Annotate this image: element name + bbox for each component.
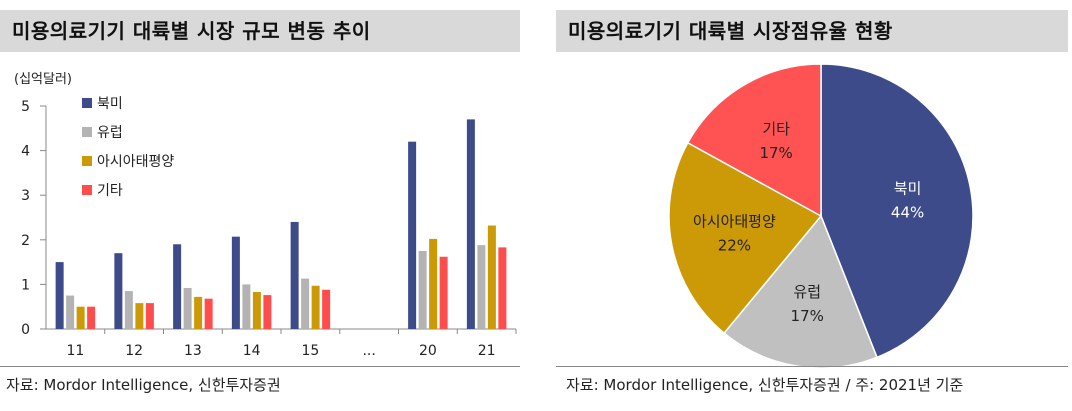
bar-chart-source: 자료: Mordor Intelligence, 신한투자증권 — [6, 376, 281, 394]
pie-value-label: 17% — [759, 144, 792, 162]
y-tick-label: 5 — [21, 99, 30, 115]
bar-아시아태평양-11 — [76, 306, 85, 329]
bar-아시아태평양-20 — [429, 238, 438, 329]
bar-아시아태평양-13 — [194, 296, 203, 329]
bar-북미-20 — [408, 141, 417, 329]
legend-label: 유럽 — [97, 125, 123, 141]
x-tick-label: 14 — [243, 343, 261, 359]
x-tick-label: 11 — [66, 343, 84, 359]
y-tick-label: 2 — [21, 233, 30, 249]
x-tick-label: 12 — [125, 343, 143, 359]
bar-기타-15 — [322, 289, 331, 329]
bar-유럽-14 — [242, 284, 251, 329]
pie-value-label: 17% — [791, 307, 824, 325]
pie-label: 북미 — [894, 179, 922, 197]
bar-유럽-20 — [418, 250, 427, 329]
bar-기타-11 — [87, 306, 96, 329]
bar-북미-13 — [173, 244, 182, 329]
pie-slice-북미 — [820, 63, 974, 359]
bar-유럽-11 — [66, 295, 75, 329]
bar-아시아태평양-12 — [135, 303, 144, 329]
bar-기타-14 — [263, 295, 272, 329]
bar-아시아태평양-14 — [252, 291, 261, 329]
x-tick-label: ... — [362, 343, 375, 359]
bar-유럽-13 — [183, 287, 192, 329]
pie-label: 유럽 — [793, 283, 821, 301]
bar-기타-21 — [498, 247, 507, 329]
bar-기타-13 — [204, 298, 213, 329]
pie-chart-title: 미용의료기기 대륙별 시장점유율 현황 — [556, 10, 1068, 52]
legend-label: 북미 — [97, 96, 123, 112]
y-tick-label: 4 — [21, 144, 30, 160]
bar-유럽-15 — [301, 278, 310, 329]
y-tick-label: 3 — [21, 188, 30, 204]
x-tick-label: 21 — [478, 343, 496, 359]
pie-chart-panel: 미용의료기기 대륙별 시장점유율 현황 북미 44% 유럽 17% 아시아태평양 22% 기… — [556, 0, 1072, 411]
legend-label: 기타 — [97, 183, 123, 199]
x-tick-label: 20 — [419, 343, 437, 359]
bar-기타-20 — [439, 256, 448, 329]
bar-유럽-21 — [477, 245, 486, 329]
bar-chart-unit-label: (십억달러) — [14, 72, 72, 87]
bar-아시아태평양-21 — [487, 225, 496, 329]
pie-value-label: 44% — [891, 203, 924, 221]
bar-북미-12 — [114, 253, 123, 329]
bar-chart-divider — [0, 366, 520, 367]
y-tick-label: 0 — [21, 322, 30, 338]
pie-chart-source: 자료: Mordor Intelligence, 신한투자증권 / 주: 202… — [566, 376, 964, 394]
pie-chart-divider — [556, 366, 1068, 367]
pie-label: 아시아태평양 — [693, 213, 776, 231]
bar-북미-21 — [466, 119, 475, 329]
x-tick-label: 15 — [301, 343, 319, 359]
pie-label: 기타 — [762, 120, 790, 138]
pie-slice-아시아태평양 — [668, 141, 823, 335]
bar-북미-14 — [231, 236, 240, 329]
bar-chart-title: 미용의료기기 대륙별 시장 규모 변동 추이 — [0, 10, 520, 52]
bar-아시아태평양-15 — [311, 285, 320, 329]
bar-유럽-12 — [124, 291, 133, 329]
legend-label: 아시아태평양 — [97, 154, 174, 170]
pie-slice-기타 — [686, 63, 822, 218]
y-tick-label: 1 — [21, 277, 30, 293]
legend-swatch — [82, 127, 92, 137]
legend-swatch — [82, 185, 92, 195]
bar-북미-15 — [290, 221, 299, 329]
bar-기타-12 — [145, 303, 154, 329]
legend-swatch — [82, 156, 92, 166]
pie-value-label: 22% — [718, 237, 751, 255]
pie-chart: 북미 44% 유럽 17% 아시아태평양 22% 기타 17% — [668, 63, 974, 369]
bar-chart-panel: 미용의료기기 대륙별 시장 규모 변동 추이 (십억달러) 0 1 2 3 4 5 11 12… — [0, 0, 520, 411]
legend-swatch — [82, 98, 92, 108]
bar-북미-11 — [55, 262, 64, 329]
x-tick-label: 13 — [184, 343, 202, 359]
